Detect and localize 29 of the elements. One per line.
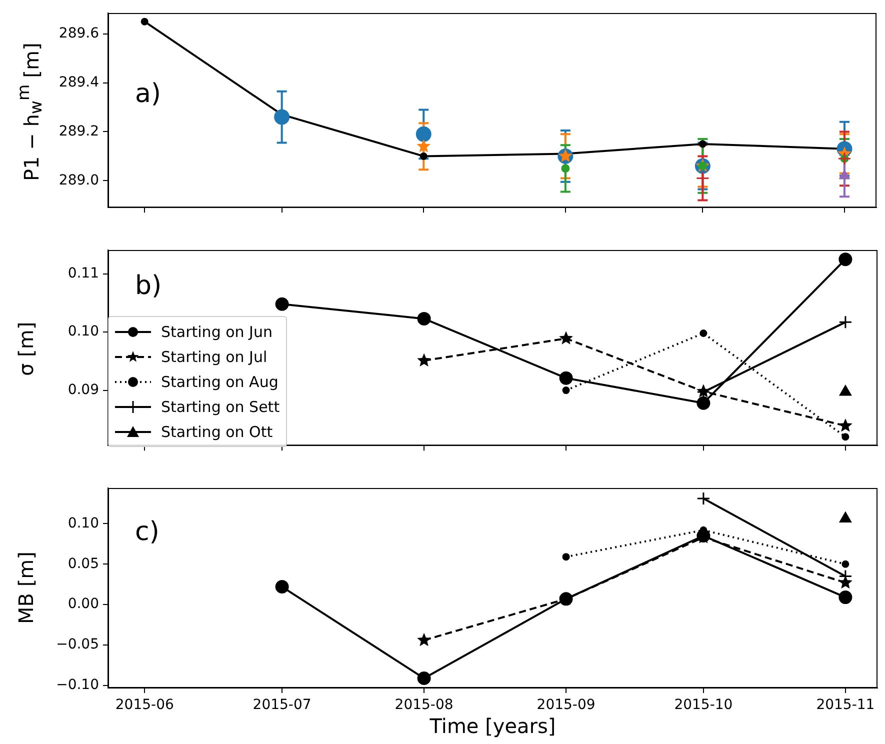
y-tick-label: 289.4 (58, 74, 100, 90)
x-tick-label: 2015-09 (536, 697, 596, 714)
y-tick-label: 0.00 (68, 596, 99, 612)
legend-label: Starting on Ott (161, 422, 273, 440)
y-tick-label: 0.11 (68, 266, 99, 282)
y-tick-label: −0.10 (56, 677, 99, 694)
y-tick-label: 0.10 (68, 515, 99, 532)
y-axis-title: σ [m] (14, 320, 38, 378)
x-tick-label: 2015-10 (674, 697, 733, 714)
x-tick-label: 2015-11 (816, 697, 875, 714)
legend-label: Starting on Jul (161, 348, 268, 366)
legend-label: Starting on Aug (161, 372, 278, 390)
legend-label: Starting on Sett (161, 398, 280, 416)
annotation: a) (135, 78, 162, 109)
y-tick-label: 0.10 (68, 324, 99, 340)
x-tick-label: 2015-07 (252, 697, 312, 714)
x-axis-title: Time [years] (428, 714, 556, 738)
y-tick-label: 289.6 (58, 25, 100, 42)
legend-label: Starting on Jun (161, 322, 272, 340)
y-axis-title: MB [m] (14, 550, 38, 626)
y-tick-label: −0.05 (56, 636, 99, 653)
annotation: b) (135, 270, 162, 301)
annotation: c) (135, 516, 160, 547)
x-tick-label: 2015-08 (394, 697, 454, 714)
y-tick-label: 0.05 (68, 556, 99, 572)
y-tick-label: 289.2 (58, 123, 99, 140)
x-tick-label: 2015-06 (115, 697, 174, 714)
y-tick-label: 289.0 (58, 172, 99, 188)
y-tick-label: 0.09 (68, 382, 99, 398)
